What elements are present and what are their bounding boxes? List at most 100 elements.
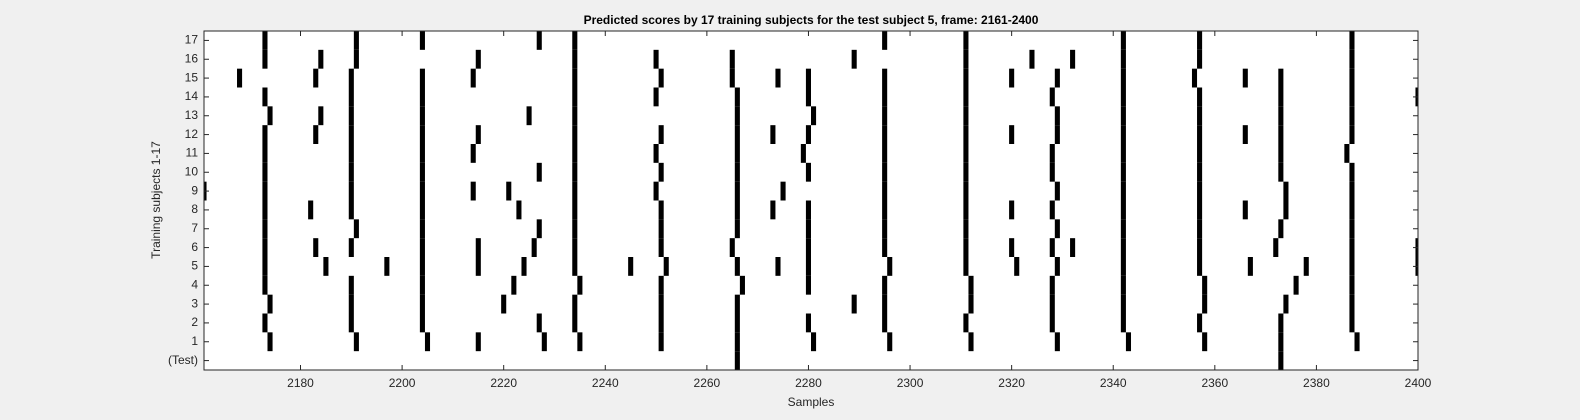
event-bar	[963, 106, 969, 126]
event-bar	[1349, 125, 1355, 144]
event-bar	[805, 87, 811, 107]
event-bar	[658, 238, 664, 257]
event-bar	[1278, 87, 1284, 107]
event-bar	[628, 257, 634, 276]
event-bar	[419, 219, 425, 239]
event-bar	[1242, 125, 1248, 144]
event-bar	[658, 313, 664, 333]
x-tick-label: 2340	[1100, 376, 1127, 390]
event-bar	[1349, 275, 1355, 295]
event-bar	[348, 275, 354, 295]
event-bar	[805, 313, 811, 333]
x-tick-label: 2400	[1405, 376, 1432, 390]
event-bar	[653, 181, 659, 201]
event-bar	[770, 200, 776, 220]
event-bar	[1197, 87, 1203, 107]
event-bar	[658, 332, 664, 352]
event-bar	[572, 162, 578, 182]
event-bar	[353, 49, 359, 69]
x-tick-label: 2200	[389, 376, 416, 390]
marks	[204, 31, 1418, 370]
chart-title: Predicted scores by 17 training subjects…	[584, 13, 1039, 27]
event-bar	[963, 200, 969, 220]
event-bar	[963, 219, 969, 239]
event-bar	[1120, 68, 1126, 88]
event-bar	[1070, 238, 1076, 257]
event-bar	[658, 162, 664, 182]
event-bar	[323, 257, 329, 276]
event-bar	[1349, 31, 1355, 50]
event-bar	[882, 68, 888, 88]
event-bar	[262, 31, 268, 50]
event-bar	[1070, 49, 1076, 69]
event-bar	[475, 257, 481, 276]
event-bar	[267, 106, 273, 126]
event-bar	[1242, 68, 1248, 88]
event-bar	[1009, 125, 1015, 144]
event-bar	[536, 313, 542, 333]
event-bar	[572, 257, 578, 276]
event-bar	[805, 68, 811, 88]
event-bar	[572, 49, 578, 69]
event-bar	[262, 87, 268, 107]
y-tick-label: 2	[191, 315, 198, 329]
event-bar	[1120, 200, 1126, 220]
event-bar	[1202, 294, 1208, 314]
event-bar	[963, 144, 969, 163]
event-bar	[1054, 257, 1060, 276]
event-bar	[1049, 238, 1055, 257]
event-bar	[729, 49, 735, 69]
event-bar	[734, 87, 740, 107]
event-bar	[963, 181, 969, 201]
event-bar	[1197, 313, 1203, 333]
event-bar	[1191, 68, 1198, 88]
event-bar	[419, 181, 425, 201]
event-bar	[1049, 162, 1055, 182]
event-bar	[1349, 68, 1355, 88]
event-bar	[963, 125, 969, 144]
event-bar	[536, 162, 542, 182]
event-bar	[734, 125, 740, 144]
x-tick-label: 2240	[592, 376, 619, 390]
event-bar	[577, 332, 583, 352]
event-bar	[470, 144, 476, 163]
event-bar	[1349, 49, 1355, 69]
event-bar	[1120, 49, 1126, 69]
event-bar	[353, 219, 359, 239]
event-bar	[851, 294, 857, 314]
y-tick-label: 3	[191, 296, 198, 310]
event-bar	[419, 125, 425, 144]
event-bar	[734, 351, 740, 370]
event-bar	[1283, 200, 1289, 220]
y-axis-label: Training subjects 1-17	[149, 141, 163, 259]
event-bar	[419, 275, 425, 295]
x-tick-label: 2380	[1303, 376, 1330, 390]
event-bar	[384, 257, 390, 276]
event-bar	[658, 68, 664, 88]
event-bar	[1009, 238, 1015, 257]
event-bar	[1202, 275, 1208, 295]
event-bar	[1273, 238, 1279, 257]
event-bar	[658, 200, 664, 220]
event-bar	[1283, 294, 1289, 314]
event-bar	[475, 238, 481, 257]
event-bar	[348, 87, 354, 107]
event-bar	[262, 49, 268, 69]
event-bar	[734, 181, 740, 201]
event-bar	[1197, 238, 1203, 257]
event-bar	[775, 257, 781, 276]
event-bar	[963, 162, 969, 182]
event-bar	[968, 275, 974, 295]
event-bar	[658, 219, 664, 239]
event-bar	[1349, 181, 1355, 201]
event-bar	[1049, 294, 1055, 314]
event-bar	[1349, 257, 1355, 276]
event-bar	[348, 162, 354, 182]
event-bar	[262, 219, 268, 239]
y-tick-label: 1	[191, 334, 198, 348]
event-bar	[1278, 144, 1284, 163]
event-bar	[851, 49, 857, 69]
event-bar	[1278, 313, 1284, 333]
y-tick-label: (Test)	[168, 353, 198, 367]
